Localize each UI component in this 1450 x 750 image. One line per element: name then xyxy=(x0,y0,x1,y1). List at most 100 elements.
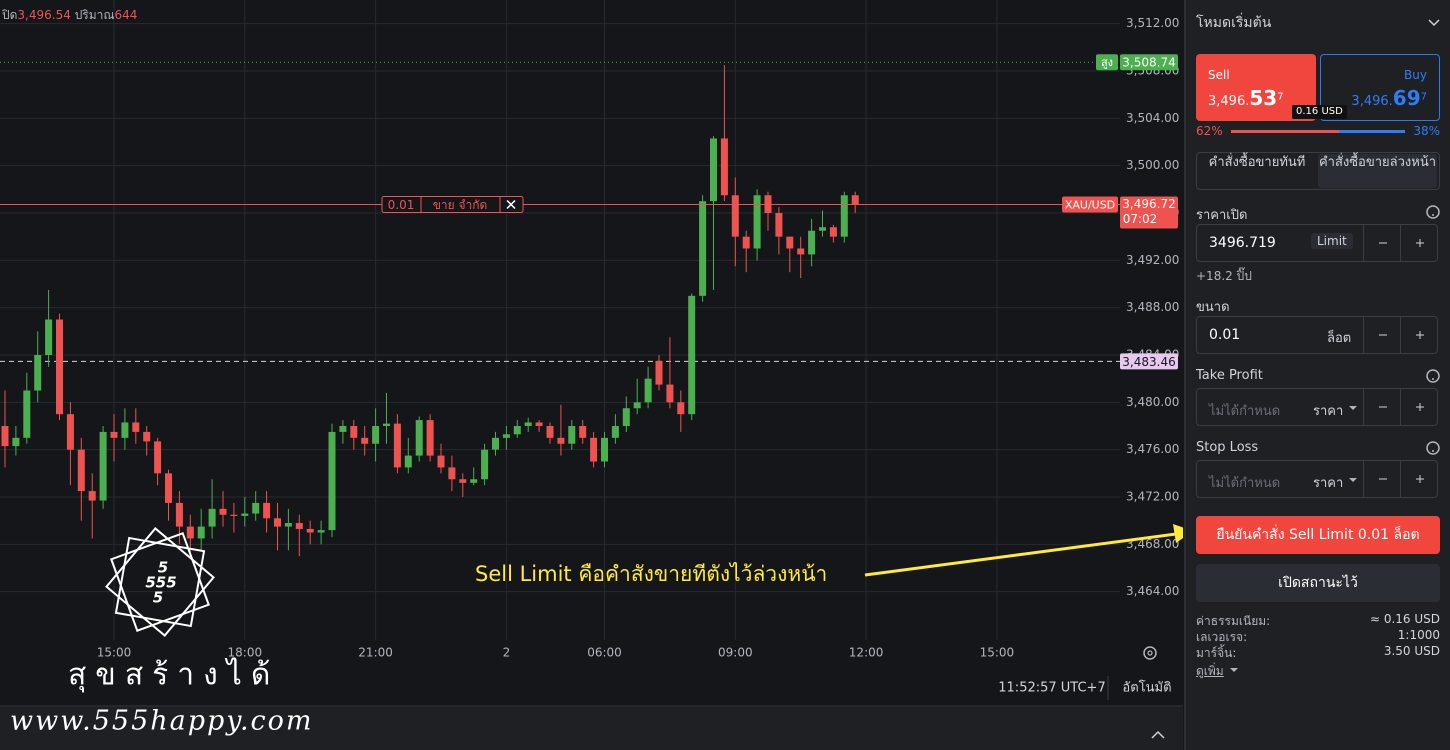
candle-body xyxy=(56,319,63,415)
help-icon[interactable] xyxy=(1426,369,1440,383)
watermark-url: www.555happy.com xyxy=(10,706,314,737)
watermark-logo xyxy=(105,527,215,637)
mode-select[interactable]: โหมดเริ่มต้น xyxy=(1196,6,1440,40)
mode: โหมดเริ่มต้น xyxy=(1196,15,1272,31)
settings-icon[interactable] xyxy=(1143,646,1157,660)
help-icon[interactable] xyxy=(1426,205,1440,219)
candle-body xyxy=(819,227,826,231)
candle-body xyxy=(829,227,837,237)
order-panel: โหมดเริ่มต้น Sell 3,496.537 Buy 3,496.69… xyxy=(1184,0,1450,750)
more-link[interactable]: ดูเพิ่ม xyxy=(1196,664,1224,678)
candle-body xyxy=(143,431,151,442)
volume-label: ปริมาณ xyxy=(74,8,115,22)
tabs: คำสั่งซื้อขายทันที คำสั่งซื้อขายล่วงหน้า xyxy=(1196,152,1440,190)
x-tick-label: 2 xyxy=(503,646,511,660)
candle-body xyxy=(524,422,532,426)
increment[interactable] xyxy=(1400,317,1439,353)
x-tick-label: 21:00 xyxy=(358,646,393,660)
confirm-button[interactable]: ยืนยันคำสั่ง Sell Limit 0.01 ล็อต xyxy=(1196,516,1440,554)
candle-body xyxy=(361,437,369,444)
high-price: 3,508.74 xyxy=(1122,56,1175,70)
price-mode[interactable]: ราคา xyxy=(1313,476,1344,491)
y-tick-label: 3,504.00 xyxy=(1126,111,1179,125)
candle-body xyxy=(775,213,783,237)
price-mode[interactable]: ราคา xyxy=(1313,404,1344,419)
candle-body xyxy=(208,508,216,527)
watermark-slogan: สุขสร้างได้ xyxy=(68,657,279,694)
candle-body xyxy=(481,449,489,480)
decrement[interactable] xyxy=(1363,461,1402,497)
decrement[interactable] xyxy=(1363,389,1402,425)
candle-body xyxy=(45,319,53,355)
sell-label: Sell xyxy=(1208,68,1230,82)
candle-body xyxy=(230,514,238,516)
scale-mode[interactable]: อัตโนมัติ xyxy=(1122,680,1171,696)
candle-body xyxy=(154,441,162,474)
take-profit-field[interactable]: ไม่ได้กำหนด ราคา xyxy=(1196,388,1438,426)
candle-body xyxy=(393,423,401,468)
candle-body xyxy=(579,426,587,438)
chevron xyxy=(1428,19,1440,27)
annotation: Sell Limit คือคำสังขายทีตังไว้ล่วงหน้า xyxy=(475,562,827,586)
logo-digit: 555 xyxy=(145,574,176,592)
close-value: 3,496.54 xyxy=(17,8,71,22)
candle-body xyxy=(666,384,674,403)
candle-body xyxy=(306,528,314,533)
candle-body xyxy=(219,508,227,515)
candle-body xyxy=(710,138,717,202)
tab[interactable]: คำสั่งซื้อขายทันที xyxy=(1208,155,1306,170)
candle-body xyxy=(590,437,598,462)
size-field[interactable]: 0.01 ล็อต xyxy=(1196,316,1438,354)
candle-body xyxy=(339,426,347,432)
candle-body xyxy=(546,426,554,438)
x-tick-label: 15:00 xyxy=(97,646,132,660)
open-positions-button[interactable]: เปิดสถานะไว้ xyxy=(1196,564,1440,602)
y-tick-label: 3,500.00 xyxy=(1126,158,1179,172)
x-tick-label: 18:00 xyxy=(228,646,263,660)
size: 0.01 xyxy=(1209,327,1241,343)
collapse-icon[interactable] xyxy=(1151,730,1165,739)
open-price-field[interactable]: 3496.719 Limit xyxy=(1196,224,1438,262)
increment[interactable] xyxy=(1400,389,1439,425)
candle-body xyxy=(175,502,183,527)
last-price-tag xyxy=(1120,196,1178,229)
candle-body xyxy=(415,420,423,456)
buy-box[interactable]: Buy 3,496.697 xyxy=(1320,54,1440,121)
candle-body xyxy=(502,434,510,438)
stop-loss-field[interactable]: ไม่ได้กำหนด ราคา xyxy=(1196,460,1438,498)
order-label-box xyxy=(381,195,524,213)
detail-value: ≈ 0.16 USD xyxy=(1369,612,1440,626)
candle-body xyxy=(66,414,74,450)
volume-value: 644 xyxy=(114,8,138,22)
y-tick-label: 3,472.00 xyxy=(1126,490,1179,504)
decrement[interactable] xyxy=(1363,317,1402,353)
candle-body xyxy=(404,455,412,468)
candle-body xyxy=(742,236,750,249)
logo-shape xyxy=(110,532,210,632)
chart: 3,464.003,468.003,472.003,476.003,480.00… xyxy=(0,0,1183,750)
candle-body xyxy=(557,437,565,444)
caret xyxy=(1349,406,1357,410)
increment[interactable] xyxy=(1400,461,1439,497)
high-tag-label: สูง xyxy=(1101,56,1113,69)
crosshair-tag xyxy=(1120,353,1178,370)
order-type[interactable]: Limit xyxy=(1311,233,1353,249)
y-tick-label: 3,488.00 xyxy=(1126,300,1179,314)
candle-body xyxy=(753,195,761,249)
increment[interactable] xyxy=(1400,225,1439,261)
candle-body xyxy=(132,422,140,432)
y-tick-label: 3,512.00 xyxy=(1126,16,1179,30)
candle-body xyxy=(601,437,608,462)
y-tick-label: 3,480.00 xyxy=(1126,395,1179,409)
detail-row: มาร์จิ้น: 3.50 USD xyxy=(1196,644,1440,663)
x-tick-label: 09:00 xyxy=(718,646,753,660)
candle-body xyxy=(851,195,859,205)
candle-body xyxy=(165,473,172,503)
help-icon[interactable] xyxy=(1426,441,1440,455)
sell-price: 3,496.537 xyxy=(1208,86,1284,110)
candle-body xyxy=(88,491,96,501)
decrement[interactable] xyxy=(1363,225,1402,261)
field-label: ราคาเปิด xyxy=(1196,208,1248,223)
tab-active[interactable]: คำสั่งซื้อขายล่วงหน้า xyxy=(1318,154,1437,188)
candle-body xyxy=(568,426,576,444)
